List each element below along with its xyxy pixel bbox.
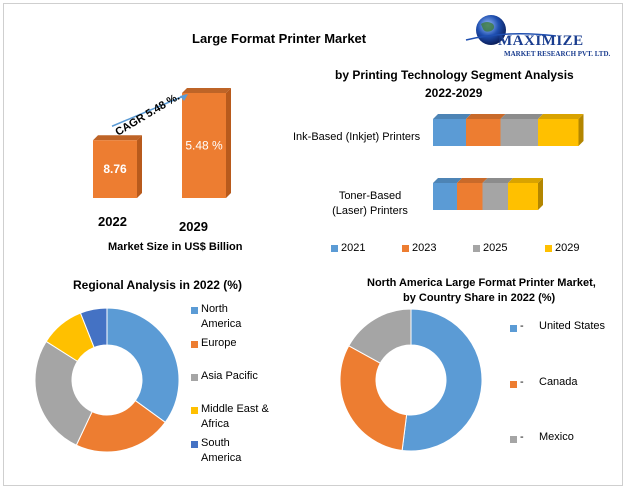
tick-label-2029: 2029: [179, 219, 208, 234]
bar-side-2022: [137, 135, 142, 198]
donut-slice-asia-pacific: [34, 340, 93, 446]
legend-label-asia-pacific: Asia Pacific: [201, 370, 258, 382]
country-chart-title: North America Large Format Printer Marke…: [367, 277, 596, 289]
legend-label-2023: 2023: [412, 242, 437, 254]
legend-label-canada: Canada: [539, 376, 578, 388]
logo-tagline: MARKET RESEARCH PVT. LTD.: [504, 50, 611, 58]
legend-dash-us: -: [520, 320, 524, 332]
bar-top-2023: [457, 178, 488, 183]
bar-top-2029: [182, 88, 231, 93]
category-label-laser: Toner-Based (Laser) Printers: [332, 190, 408, 217]
segment-chart-subtitle: 2022-2029: [425, 86, 483, 100]
cagr-arrow-head: [180, 94, 188, 101]
category-label-inkjet: Ink-Based (Inkjet) Printers: [293, 131, 421, 143]
donut-slice-south-america: [79, 307, 108, 349]
bar-2022: [93, 140, 137, 198]
bar-side-2029: [226, 88, 231, 198]
bar-2023: [466, 119, 501, 146]
bar-2025: [482, 183, 508, 210]
bar-2029: [508, 183, 538, 210]
logo-wordmark: MAXIMIZE: [498, 33, 584, 49]
regional-chart-title: Regional Analysis in 2022 (%): [73, 278, 242, 292]
legend-swatch-canada: [510, 381, 517, 388]
bar-2023: [457, 183, 483, 210]
bar-2021: [433, 119, 466, 146]
bar-2025: [500, 119, 538, 146]
bar-2029: [538, 119, 579, 146]
legend-label-2029: 2029: [555, 242, 580, 254]
legend-swatch-united-states: [510, 325, 517, 332]
legend-label-2021: 2021: [341, 242, 366, 254]
donut-slice-canada: [339, 345, 408, 451]
cagr-arrow-line: [111, 94, 187, 127]
legend-swatch-2025: [473, 245, 480, 252]
market-chart-title: Large Format Printer Market: [192, 31, 367, 46]
donut-slice-mexico: [348, 308, 412, 364]
bar-end-face: [578, 114, 584, 146]
legend-label-europe: Europe: [201, 337, 237, 349]
legend-swatch-north-america: [191, 307, 198, 314]
legend-dash-canada: -: [520, 376, 524, 388]
value-label-2029: 5.48 %: [185, 139, 223, 153]
donut-slice-europe: [75, 399, 166, 453]
bar-2029: [182, 93, 226, 198]
legend-label-north-america: North America: [201, 303, 242, 330]
bar-row-1: [433, 114, 584, 146]
legend-label-middle-east-africa: Middle East & Africa: [201, 403, 269, 430]
bar-top-2021: [433, 114, 471, 119]
bar-top-2029: [538, 114, 584, 119]
legend-label-united-states: United States: [539, 320, 606, 332]
segment-chart-title: by Printing Technology Segment Analysis: [335, 68, 574, 82]
legend-swatch-2021: [331, 245, 338, 252]
bar-2021: [433, 183, 457, 210]
bar-top-2025: [500, 114, 543, 119]
legend-label-mexico: Mexico: [539, 431, 574, 443]
bar-top-2021: [433, 178, 462, 183]
country-chart-subtitle: by Country Share in 2022 (%): [403, 292, 556, 304]
legend-swatch-2023: [402, 245, 409, 252]
legend-label-2025: 2025: [483, 242, 508, 254]
donut-slice-united-states: [401, 308, 483, 452]
legend-swatch-2029: [545, 245, 552, 252]
donut-slice-north-america: [106, 307, 180, 424]
tick-label-2022: 2022: [98, 214, 127, 229]
legend-swatch-europe: [191, 341, 198, 348]
legend-swatch-middle-east-africa: [191, 407, 198, 414]
bar-top-2029: [508, 178, 543, 183]
chart-frame: [3, 3, 623, 486]
bar-top-2025: [482, 178, 513, 183]
bar-top-2022: [93, 135, 142, 141]
market-chart-xlabel: Market Size in US$ Billion: [108, 241, 243, 253]
legend-label-south-america: South America: [201, 437, 242, 464]
bar-end-face: [538, 178, 543, 210]
legend-swatch-mexico: [510, 436, 517, 443]
legend-swatch-asia-pacific: [191, 374, 198, 381]
value-label-2022: 8.76: [103, 162, 127, 176]
legend-dash-mexico: -: [520, 431, 524, 443]
legend-swatch-south-america: [191, 441, 198, 448]
bar-row-2: [433, 178, 543, 210]
bar-top-2023: [466, 114, 506, 119]
